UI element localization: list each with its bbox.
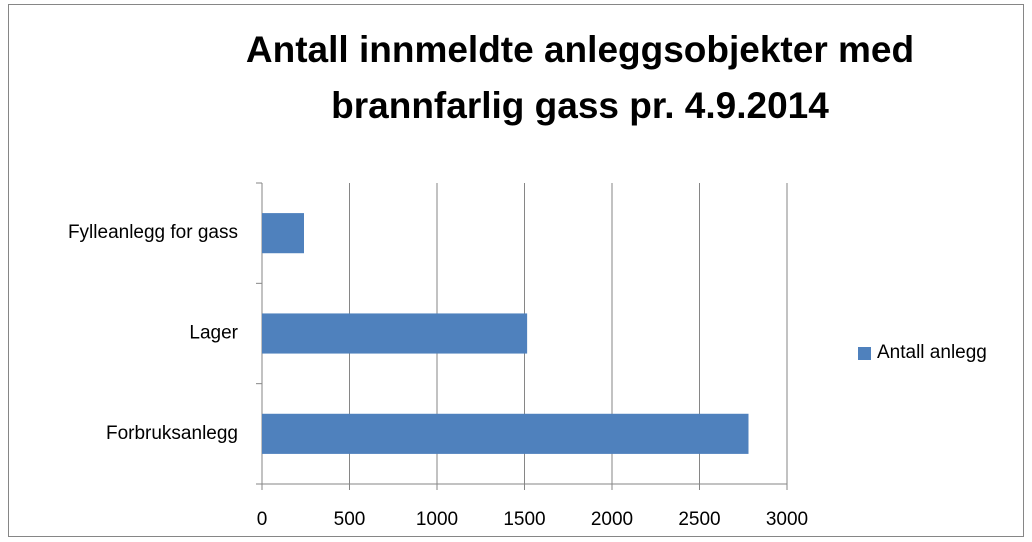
y-tick-label: Lager bbox=[189, 323, 238, 344]
x-tick-label: 2500 bbox=[678, 509, 720, 530]
chart-title: Antall innmeldte anleggsobjekter med bra… bbox=[245, 29, 915, 126]
x-tick-label: 500 bbox=[334, 509, 366, 530]
bar bbox=[262, 213, 304, 254]
x-tick-label: 1000 bbox=[416, 509, 458, 530]
legend-label: Antall anlegg bbox=[877, 342, 987, 363]
bar bbox=[262, 413, 749, 454]
chart-frame bbox=[8, 4, 1024, 537]
y-tick-label: Forbruksanlegg bbox=[106, 423, 238, 444]
x-tick-label: 3000 bbox=[766, 509, 808, 530]
x-tick-label: 2000 bbox=[591, 509, 633, 530]
y-tick-label: Fylleanlegg for gass bbox=[68, 222, 238, 243]
bar bbox=[262, 313, 528, 354]
legend-swatch bbox=[858, 347, 871, 360]
x-tick-label: 0 bbox=[257, 509, 268, 530]
x-tick-label: 1500 bbox=[503, 509, 545, 530]
